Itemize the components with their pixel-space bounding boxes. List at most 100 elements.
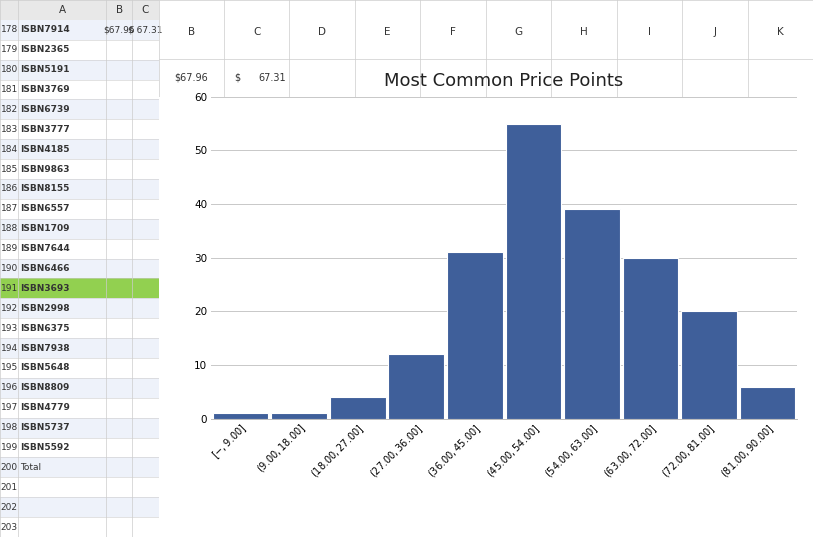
Text: 179: 179 xyxy=(1,45,18,54)
Bar xyxy=(0,318,159,338)
Bar xyxy=(564,209,620,419)
Text: 199: 199 xyxy=(1,443,18,452)
Bar xyxy=(213,413,268,419)
Text: 189: 189 xyxy=(1,244,18,253)
Text: 186: 186 xyxy=(1,184,18,193)
Text: 194: 194 xyxy=(1,344,18,353)
Text: ISBN6466: ISBN6466 xyxy=(20,264,69,273)
Bar xyxy=(0,60,159,79)
Text: 196: 196 xyxy=(1,383,18,393)
Bar xyxy=(0,99,159,119)
Bar xyxy=(740,387,795,419)
Text: 193: 193 xyxy=(1,324,18,332)
Text: A: A xyxy=(59,5,66,15)
Text: B: B xyxy=(115,5,123,15)
Text: 201: 201 xyxy=(1,483,18,492)
Bar xyxy=(330,397,385,419)
Text: ISBN3777: ISBN3777 xyxy=(20,125,70,134)
Bar xyxy=(447,252,502,419)
Text: C: C xyxy=(253,27,260,38)
Text: $ 67.31: $ 67.31 xyxy=(128,25,163,34)
Text: 202: 202 xyxy=(1,503,18,512)
Text: ISBN3769: ISBN3769 xyxy=(20,85,69,94)
Text: $67.96: $67.96 xyxy=(103,25,135,34)
Text: 185: 185 xyxy=(1,164,18,173)
Text: $67.96: $67.96 xyxy=(174,73,208,83)
Bar xyxy=(0,517,159,537)
Text: ISBN6739: ISBN6739 xyxy=(20,105,69,114)
Text: ISBN9863: ISBN9863 xyxy=(20,164,69,173)
Text: ISBN4779: ISBN4779 xyxy=(20,403,70,412)
Text: ISBN5648: ISBN5648 xyxy=(20,364,69,373)
Text: 203: 203 xyxy=(1,523,18,532)
Text: K: K xyxy=(777,27,784,38)
Text: J: J xyxy=(713,27,716,38)
Text: ISBN6375: ISBN6375 xyxy=(20,324,69,332)
Bar xyxy=(0,238,159,258)
Bar xyxy=(0,0,159,20)
Text: G: G xyxy=(515,27,523,38)
Bar xyxy=(0,398,159,418)
Text: ISBN8155: ISBN8155 xyxy=(20,184,69,193)
Text: Total: Total xyxy=(20,463,41,472)
Text: 180: 180 xyxy=(1,65,18,74)
Text: 191: 191 xyxy=(1,284,18,293)
Bar xyxy=(0,418,159,438)
Bar xyxy=(0,219,159,238)
Text: B: B xyxy=(188,27,195,38)
Bar xyxy=(0,40,159,60)
Bar xyxy=(389,354,444,419)
Bar xyxy=(0,258,159,279)
Text: C: C xyxy=(141,5,149,15)
Text: 198: 198 xyxy=(1,423,18,432)
Text: $: $ xyxy=(234,73,240,83)
Text: ISBN7914: ISBN7914 xyxy=(20,25,70,34)
Bar xyxy=(623,258,678,419)
Bar xyxy=(506,124,561,419)
Text: ISBN5737: ISBN5737 xyxy=(20,423,69,432)
Text: ISBN2365: ISBN2365 xyxy=(20,45,69,54)
Text: 188: 188 xyxy=(1,224,18,233)
Text: 187: 187 xyxy=(1,205,18,213)
Text: ISBN5592: ISBN5592 xyxy=(20,443,69,452)
Bar xyxy=(0,497,159,517)
Text: ISBN1709: ISBN1709 xyxy=(20,224,69,233)
Text: 190: 190 xyxy=(1,264,18,273)
Bar xyxy=(0,358,159,378)
Text: H: H xyxy=(580,27,588,38)
Text: ISBN4185: ISBN4185 xyxy=(20,144,69,154)
Bar xyxy=(0,458,159,477)
Text: 181: 181 xyxy=(1,85,18,94)
Text: 183: 183 xyxy=(1,125,18,134)
Text: ISBN8809: ISBN8809 xyxy=(20,383,69,393)
Bar xyxy=(0,477,159,497)
Text: F: F xyxy=(450,27,456,38)
Text: 67.31: 67.31 xyxy=(259,73,286,83)
Text: ISBN2998: ISBN2998 xyxy=(20,304,69,313)
Text: E: E xyxy=(385,27,391,38)
Bar xyxy=(0,299,159,318)
Text: 192: 192 xyxy=(1,304,18,313)
Bar xyxy=(0,139,159,159)
Bar xyxy=(0,378,159,398)
Text: 184: 184 xyxy=(1,144,18,154)
Bar xyxy=(0,199,159,219)
Text: 200: 200 xyxy=(1,463,18,472)
Bar xyxy=(0,159,159,179)
Bar xyxy=(0,79,159,99)
Bar xyxy=(0,438,159,458)
Bar xyxy=(272,413,327,419)
Text: D: D xyxy=(318,27,326,38)
Text: 182: 182 xyxy=(1,105,18,114)
Title: Most Common Price Points: Most Common Price Points xyxy=(385,71,624,90)
Bar xyxy=(0,119,159,139)
Text: I: I xyxy=(648,27,651,38)
Text: 178: 178 xyxy=(1,25,18,34)
Bar xyxy=(0,338,159,358)
Text: ISBN3693: ISBN3693 xyxy=(20,284,69,293)
Text: 197: 197 xyxy=(1,403,18,412)
Text: 195: 195 xyxy=(1,364,18,373)
Text: ISBN7938: ISBN7938 xyxy=(20,344,69,353)
Text: ISBN5191: ISBN5191 xyxy=(20,65,69,74)
Bar xyxy=(0,279,159,299)
